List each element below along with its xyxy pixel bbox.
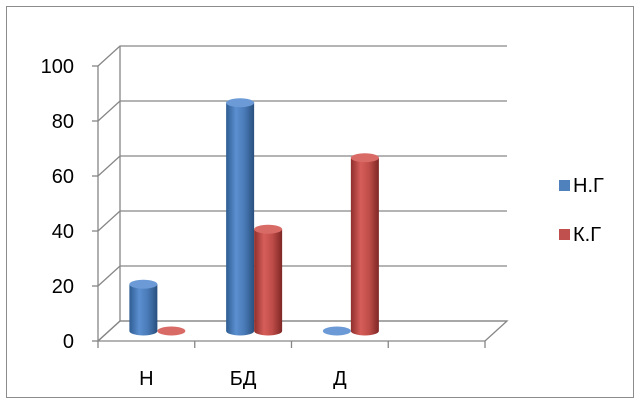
y-tick-label: 0	[63, 331, 74, 353]
x-axis-tick-labels: Н БД Д	[139, 368, 347, 390]
gridline	[97, 100, 507, 122]
legend-swatch	[559, 229, 570, 240]
x-tick-label: БД	[230, 368, 257, 390]
bar-top	[350, 153, 379, 163]
bar-top	[129, 279, 158, 289]
y-tick-label: 20	[52, 276, 74, 298]
y-tick-label: 100	[41, 56, 74, 78]
legend-label: К.Г	[573, 224, 601, 246]
bar-body	[226, 102, 255, 336]
gridline	[97, 155, 507, 177]
bar	[254, 224, 283, 336]
bar-top	[322, 326, 351, 336]
bar	[129, 279, 158, 336]
bar-body	[254, 229, 283, 336]
y-tick-label: 80	[52, 111, 74, 133]
bar-body	[129, 284, 158, 336]
legend: Н.Г К.Г	[559, 175, 604, 246]
chart-frame	[6, 6, 634, 398]
legend-swatch	[559, 180, 570, 191]
bar-top	[254, 224, 283, 234]
x-tick-label: Н	[139, 368, 153, 390]
x-tick-label: Д	[333, 368, 347, 390]
bars	[129, 98, 379, 336]
bar	[350, 153, 379, 336]
gridline	[97, 210, 507, 232]
bar	[322, 326, 351, 336]
bar	[226, 98, 255, 336]
gridline	[97, 45, 507, 67]
bar-body	[350, 157, 379, 336]
bar-top	[157, 326, 186, 336]
y-axis-tick-labels: 0 20 40 60 80 100	[41, 56, 74, 353]
gridline	[97, 265, 507, 287]
y-tick-label: 40	[52, 221, 74, 243]
gridlines	[97, 45, 507, 342]
legend-label: Н.Г	[573, 175, 604, 197]
bar-top	[226, 98, 255, 108]
bar	[157, 326, 186, 336]
y-tick-label: 60	[52, 166, 74, 188]
